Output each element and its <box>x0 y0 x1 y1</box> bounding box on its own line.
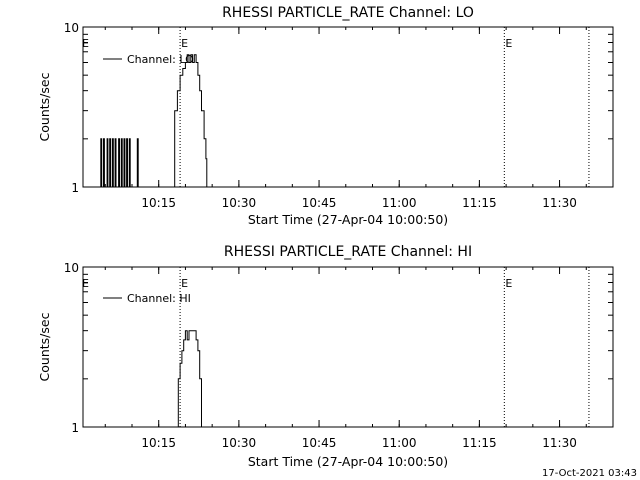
event-marker-label-hi: E <box>181 277 188 290</box>
event-marker-label-lo: E <box>505 37 512 50</box>
y-axis-label-hi: Counts/sec <box>37 312 52 381</box>
chart-title-hi: RHESSI PARTICLE_RATE Channel: HI <box>224 244 472 260</box>
y-tick-label-lo-max: 10 <box>64 21 79 35</box>
x-tick-label-hi: 11:00 <box>382 436 417 450</box>
x-tick-label-hi: 11:15 <box>462 436 497 450</box>
y-tick-label-hi-max: 10 <box>64 261 79 275</box>
x-tick-label-lo: 10:15 <box>141 196 176 210</box>
series-line-hi <box>176 330 202 428</box>
y-axis-label-lo: Counts/sec <box>37 72 52 141</box>
y-tick-label-hi-min: 1 <box>71 421 79 435</box>
x-tick-label-lo: 10:45 <box>302 196 337 210</box>
event-marker-label-hi: E <box>505 277 512 290</box>
x-tick-label-lo: 11:15 <box>462 196 497 210</box>
x-axis-label-hi: Start Time (27-Apr-04 10:00:50) <box>248 454 448 469</box>
x-axis-label-lo: Start Time (27-Apr-04 10:00:50) <box>248 212 448 227</box>
series-line-lo <box>99 54 208 188</box>
x-tick-label-hi: 10:15 <box>141 436 176 450</box>
x-tick-label-hi: 10:45 <box>302 436 337 450</box>
chart-marks: 10:15 10:30 10:45 11:00 11:15 11:30 E E E 10:15 10… <box>82 26 614 450</box>
event-marker-label-left-lo: E <box>82 37 89 50</box>
chart-title-lo: RHESSI PARTICLE_RATE Channel: LO <box>222 5 474 21</box>
event-marker-label-lo: E <box>181 37 188 50</box>
legend-label-lo: Channel: LO <box>127 53 194 66</box>
x-tick-label-lo: 11:30 <box>542 196 577 210</box>
plot-frame-hi <box>82 266 614 428</box>
plot-frame-lo <box>82 26 614 188</box>
footer-timestamp: 17-Oct-2021 03:43 <box>542 468 637 479</box>
x-tick-label-lo: 10:30 <box>222 196 257 210</box>
y-tick-label-lo-min: 1 <box>71 181 79 195</box>
legend-label-hi: Channel: HI <box>127 292 191 305</box>
x-tick-label-lo: 11:00 <box>382 196 417 210</box>
x-tick-label-hi: 10:30 <box>222 436 257 450</box>
event-marker-label-left-hi: E <box>82 277 89 290</box>
x-tick-label-hi: 11:30 <box>542 436 577 450</box>
